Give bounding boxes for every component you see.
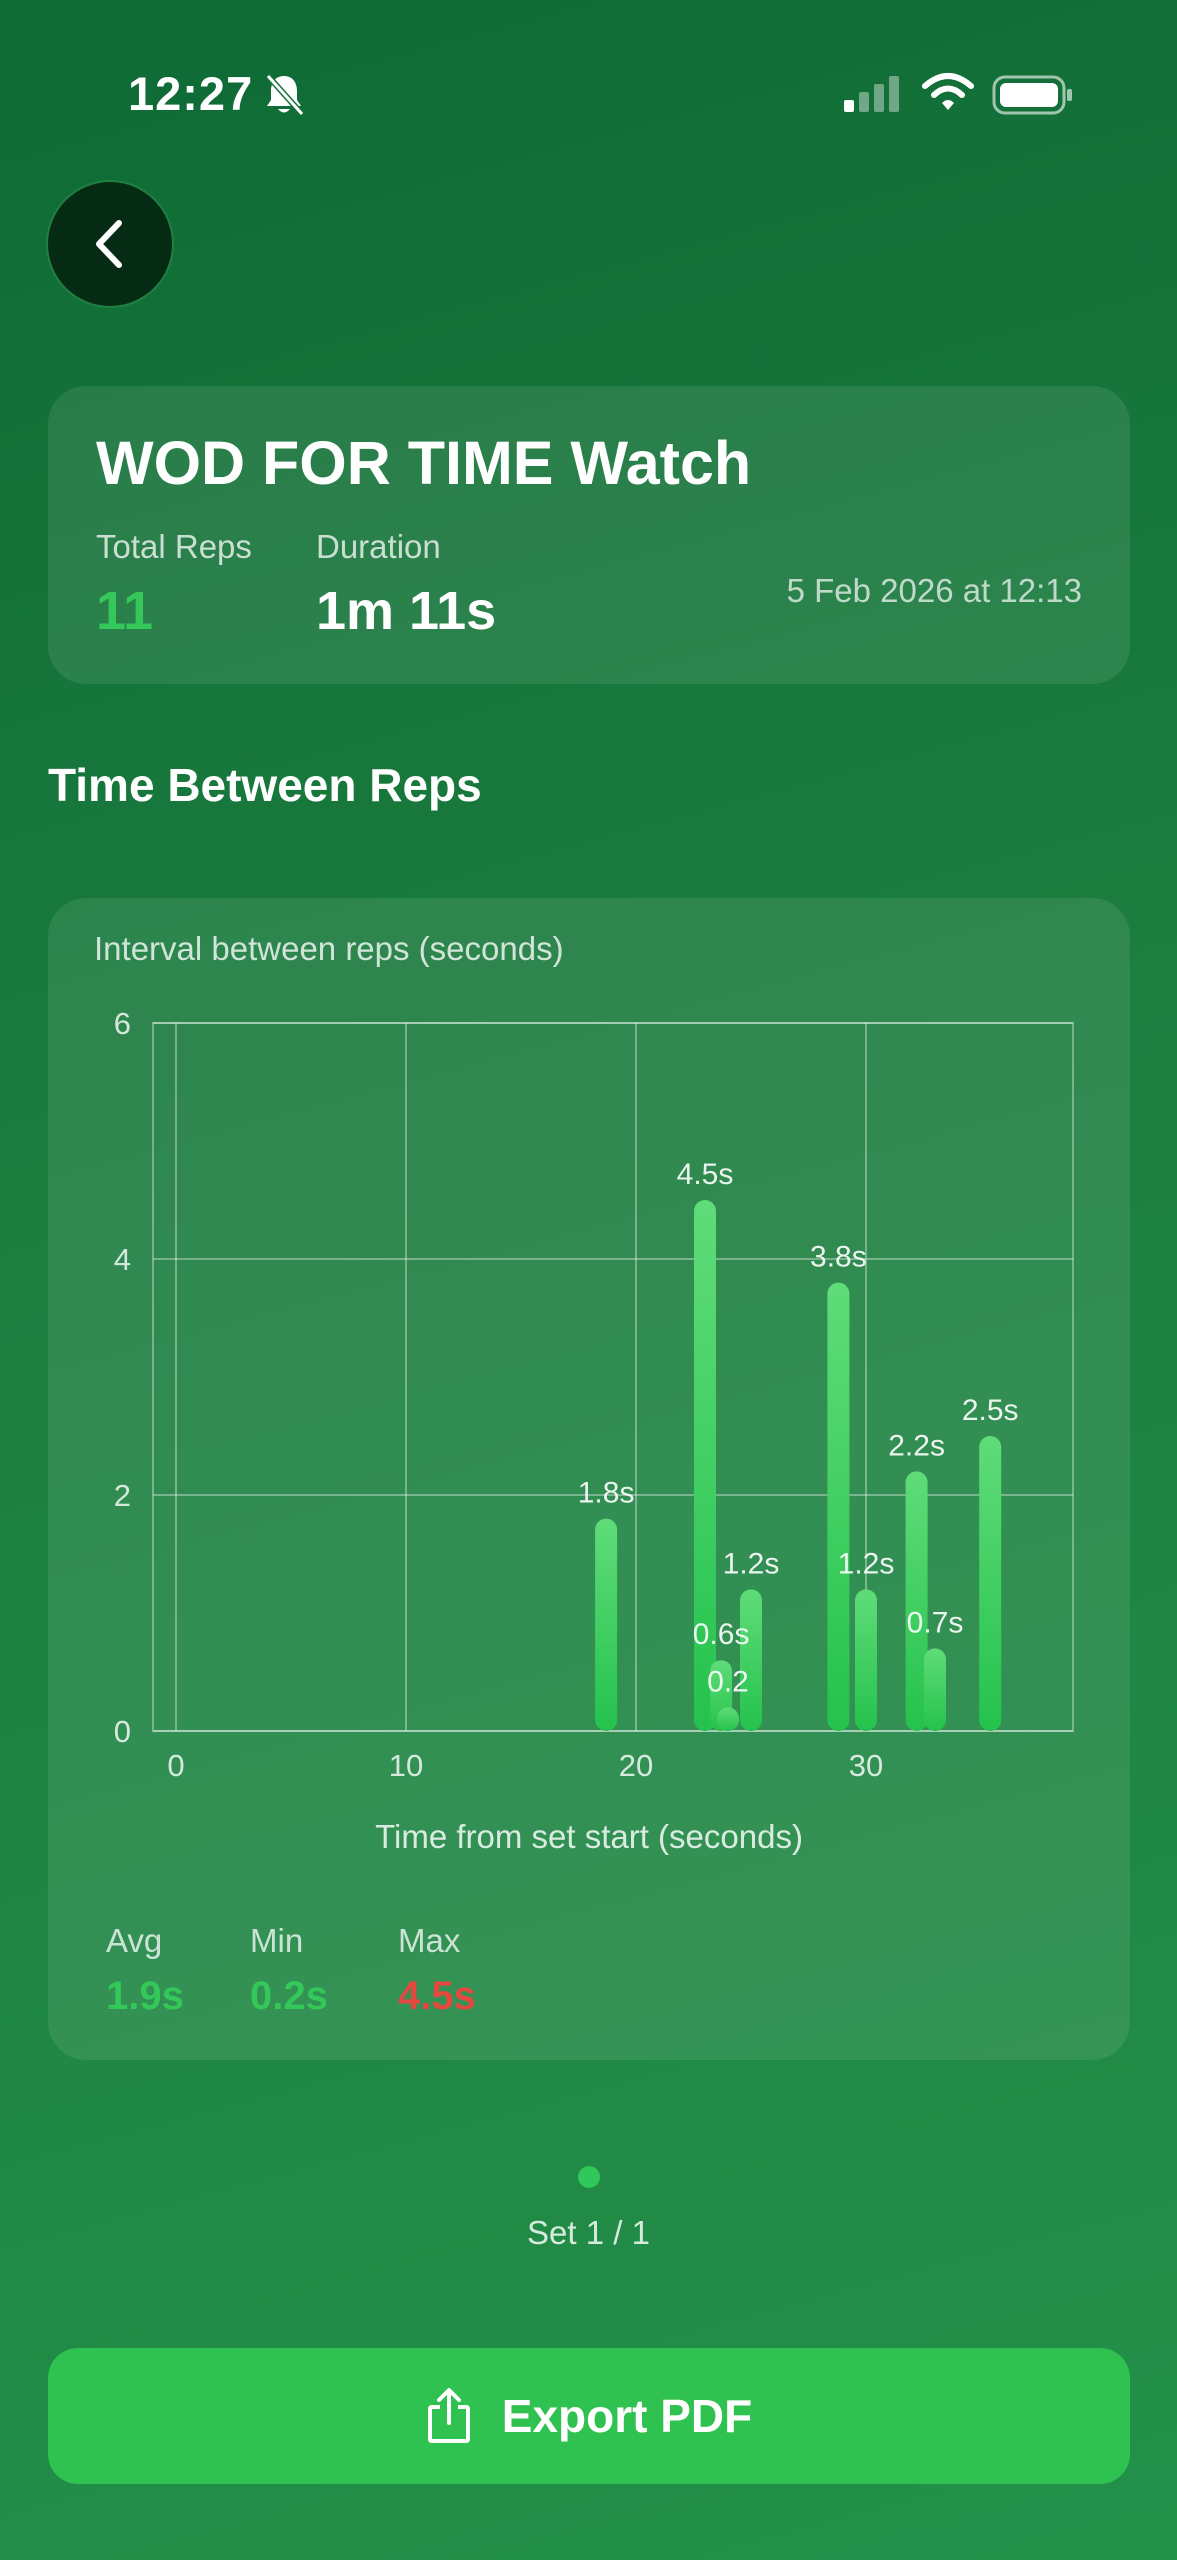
- avg-label: Avg: [106, 1922, 163, 1959]
- max-label: Max: [398, 1922, 461, 1959]
- interval-bar: [827, 1282, 850, 1731]
- interval-chart: 0 2 4 6 0 10 20 30 1.8s 4.5s 0.6s 0.2 1.2s 3.8s 1.2s 2…: [114, 1006, 1074, 1783]
- bell-slash-icon: [265, 73, 305, 117]
- battery-icon: [992, 75, 1072, 115]
- bar-value-label: 2.2s: [888, 1429, 945, 1462]
- x-tick-label: 20: [619, 1748, 653, 1783]
- back-button[interactable]: [48, 182, 172, 306]
- x-tick-label: 30: [849, 1748, 883, 1783]
- avg-stat: Avg 1.9s: [106, 1922, 184, 2019]
- interval-bar: [740, 1589, 762, 1731]
- interval-bar: [924, 1648, 946, 1731]
- plot-frame: [152, 1022, 1074, 1732]
- duration-label: Duration: [316, 528, 441, 565]
- interval-bar: [905, 1471, 928, 1731]
- bar-value-label: 1.8s: [578, 1477, 635, 1510]
- avg-value: 1.9s: [106, 1974, 184, 2018]
- cellular-signal-icon: [844, 76, 899, 112]
- chevron-left-icon: [96, 220, 122, 268]
- bar-value-label: 0.2: [707, 1665, 749, 1698]
- bar-value-label: 4.5s: [677, 1158, 734, 1191]
- max-stat: Max 4.5s: [398, 1922, 476, 2019]
- bar-value-label: 0.6s: [693, 1618, 750, 1651]
- chart-caption: Interval between reps (seconds): [94, 930, 564, 967]
- max-value: 4.5s: [398, 1974, 476, 2018]
- status-time: 12:27: [128, 67, 254, 120]
- set-label: Set 1 / 1: [527, 2214, 650, 2251]
- bar-value-label: 1.2s: [723, 1547, 780, 1580]
- workout-summary-card: WOD FOR TIME Watch Total Reps 11 Duratio…: [48, 386, 1130, 684]
- page-indicator-dot[interactable]: [578, 2166, 600, 2188]
- bar-value-label: 1.2s: [838, 1547, 895, 1580]
- x-axis-title: Time from set start (seconds): [375, 1818, 803, 1855]
- y-tick-label: 6: [114, 1006, 131, 1041]
- wifi-icon: [922, 73, 974, 110]
- workout-title: WOD FOR TIME Watch: [96, 429, 752, 497]
- y-tick-label: 2: [114, 1478, 131, 1513]
- session-date: 5 Feb 2026 at 12:13: [786, 572, 1082, 609]
- bar-value-label: 2.5s: [962, 1394, 1019, 1427]
- status-bar: 12:27: [0, 0, 1177, 190]
- interval-bar: [855, 1589, 877, 1731]
- total-reps-value: 11: [96, 581, 154, 641]
- x-tick-label: 10: [389, 1748, 423, 1783]
- interval-bar: [717, 1707, 739, 1731]
- interval-bar: [979, 1436, 1002, 1731]
- section-title: Time Between Reps: [48, 759, 482, 811]
- min-stat: Min 0.2s: [250, 1922, 328, 2019]
- x-tick-label: 0: [167, 1748, 184, 1783]
- bar-value-label: 3.8s: [810, 1241, 867, 1274]
- share-icon: [427, 2388, 470, 2443]
- total-reps-label: Total Reps: [96, 528, 252, 565]
- bar-value-label: 0.7s: [907, 1606, 964, 1639]
- interval-bar: [694, 1200, 716, 1731]
- y-tick-label: 4: [114, 1242, 131, 1277]
- min-label: Min: [250, 1922, 304, 1959]
- interval-bar: [595, 1518, 618, 1731]
- export-pdf-button[interactable]: Export PDF: [48, 2348, 1130, 2484]
- export-pdf-label: Export PDF: [501, 2390, 753, 2442]
- interval-chart-card: Interval between reps (seconds) 0 2 4 6 0 10 2…: [48, 898, 1130, 2060]
- duration-value: 1m 11s: [316, 581, 497, 641]
- y-tick-label: 0: [114, 1714, 131, 1749]
- min-value: 0.2s: [250, 1974, 328, 2018]
